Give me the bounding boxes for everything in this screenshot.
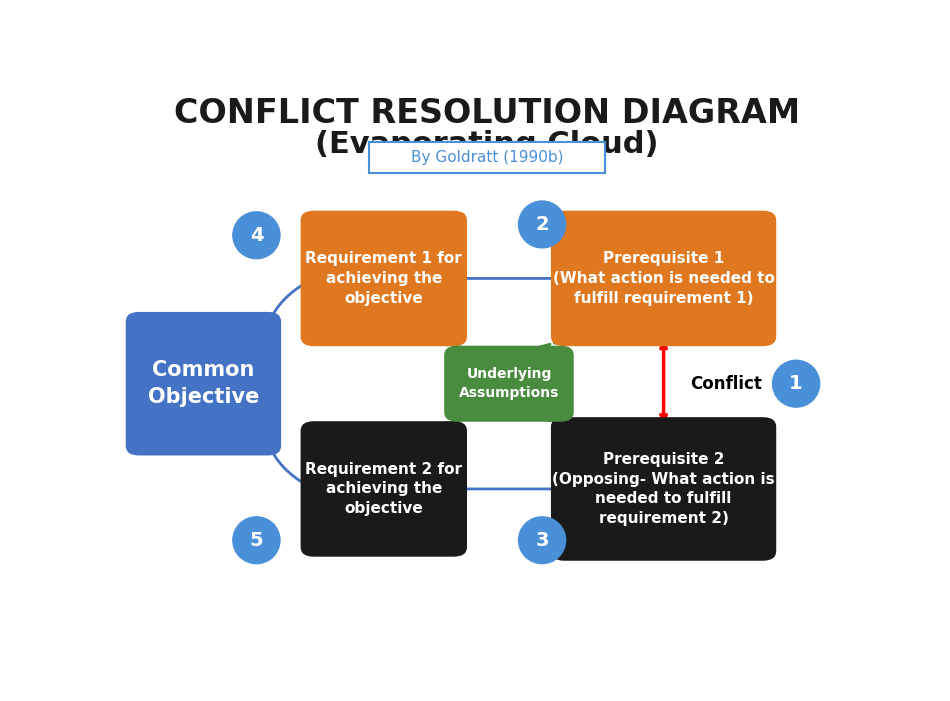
Ellipse shape [519, 201, 565, 248]
Text: 4: 4 [250, 226, 263, 245]
Text: Prerequisite 1
(What action is needed to
fulfill requirement 1): Prerequisite 1 (What action is needed to… [553, 251, 774, 306]
Text: 3: 3 [536, 531, 549, 550]
Text: (Evaporating Cloud): (Evaporating Cloud) [315, 130, 658, 159]
FancyBboxPatch shape [369, 142, 604, 173]
FancyBboxPatch shape [300, 211, 467, 346]
FancyBboxPatch shape [300, 421, 467, 557]
Text: 1: 1 [789, 374, 803, 393]
Text: Conflict: Conflict [691, 375, 762, 393]
Ellipse shape [233, 212, 280, 259]
Text: 2: 2 [535, 215, 549, 234]
Text: Requirement 1 for
achieving the
objective: Requirement 1 for achieving the objectiv… [306, 251, 462, 306]
Text: Underlying
Assumptions: Underlying Assumptions [459, 367, 560, 400]
FancyBboxPatch shape [445, 346, 574, 422]
Ellipse shape [519, 517, 565, 564]
Text: 5: 5 [250, 531, 263, 550]
FancyBboxPatch shape [551, 211, 776, 346]
Text: Prerequisite 2
(Opposing- What action is
needed to fulfill
requirement 2): Prerequisite 2 (Opposing- What action is… [552, 451, 775, 526]
Text: Requirement 2 for
achieving the
objective: Requirement 2 for achieving the objectiv… [305, 462, 463, 516]
FancyBboxPatch shape [125, 312, 281, 456]
Ellipse shape [233, 517, 280, 564]
FancyBboxPatch shape [551, 417, 776, 561]
Text: Common
Objective: Common Objective [148, 360, 259, 407]
Text: By Goldratt (1990b): By Goldratt (1990b) [410, 150, 563, 165]
Ellipse shape [772, 360, 820, 407]
Text: CONFLICT RESOLUTION DIAGRAM: CONFLICT RESOLUTION DIAGRAM [174, 97, 800, 130]
